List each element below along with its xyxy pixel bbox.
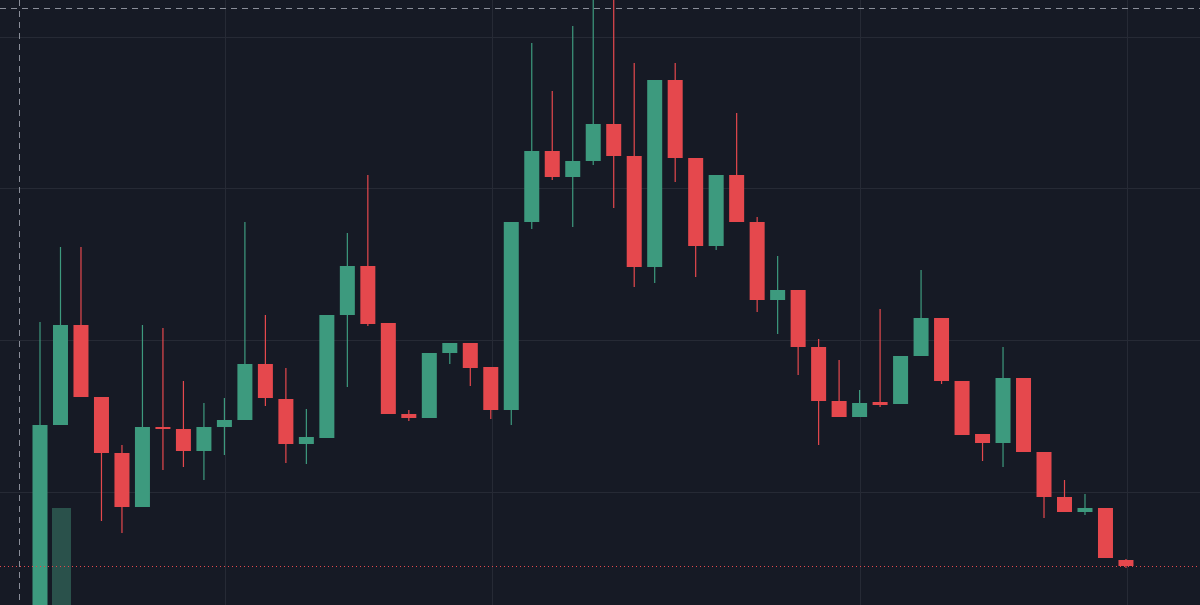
candle-body (1036, 452, 1052, 497)
candle-body (790, 290, 806, 347)
candle-body (729, 175, 745, 222)
candle-body (93, 397, 109, 453)
candle-body (626, 156, 642, 267)
candle-body (298, 437, 314, 444)
candle-body (852, 403, 868, 417)
candle-body (442, 343, 458, 353)
candle-body (401, 414, 417, 418)
candle-body (1057, 497, 1072, 512)
candle-body (565, 161, 581, 177)
candle-body (708, 175, 724, 246)
candle-body (360, 266, 376, 324)
candle-body (749, 222, 765, 300)
candle-body (995, 378, 1011, 443)
candle-body (954, 381, 970, 435)
candle-body (831, 401, 847, 417)
candle-body (811, 347, 827, 401)
candle-body (524, 151, 540, 222)
candle-body (647, 80, 663, 267)
candle-body (421, 353, 437, 418)
candle-body (913, 318, 929, 356)
candle-body (483, 367, 499, 410)
candle-body (339, 266, 355, 315)
candle-body (1016, 378, 1032, 452)
candle-body (175, 429, 191, 451)
candle-body (73, 325, 89, 397)
candle-body (667, 80, 683, 158)
candle-body (975, 434, 991, 443)
candle-body (257, 364, 273, 398)
candle-body (32, 425, 48, 605)
candle-body (1097, 508, 1113, 558)
candle-body (380, 323, 396, 414)
candle-body (503, 222, 519, 410)
candle-body (319, 315, 335, 438)
candle-body (606, 124, 622, 156)
candle-body (544, 151, 560, 177)
candles (32, 0, 1134, 605)
candle-body (688, 158, 704, 246)
candle-body (52, 325, 68, 425)
candle-body (278, 399, 294, 444)
candle-body (237, 364, 253, 420)
candle-body (216, 420, 232, 427)
candle-body (934, 318, 950, 381)
candle-body (134, 427, 150, 507)
candle-body (893, 356, 909, 404)
candle-body (770, 290, 786, 300)
candle-body (872, 402, 888, 405)
candle-body (1077, 508, 1093, 512)
candle-body (196, 427, 212, 451)
candle-body (462, 343, 478, 368)
candle-body (585, 124, 601, 161)
volume-bar (52, 508, 71, 605)
candle-body (1118, 560, 1134, 566)
candle-body (114, 453, 130, 507)
candle-body (155, 427, 171, 429)
